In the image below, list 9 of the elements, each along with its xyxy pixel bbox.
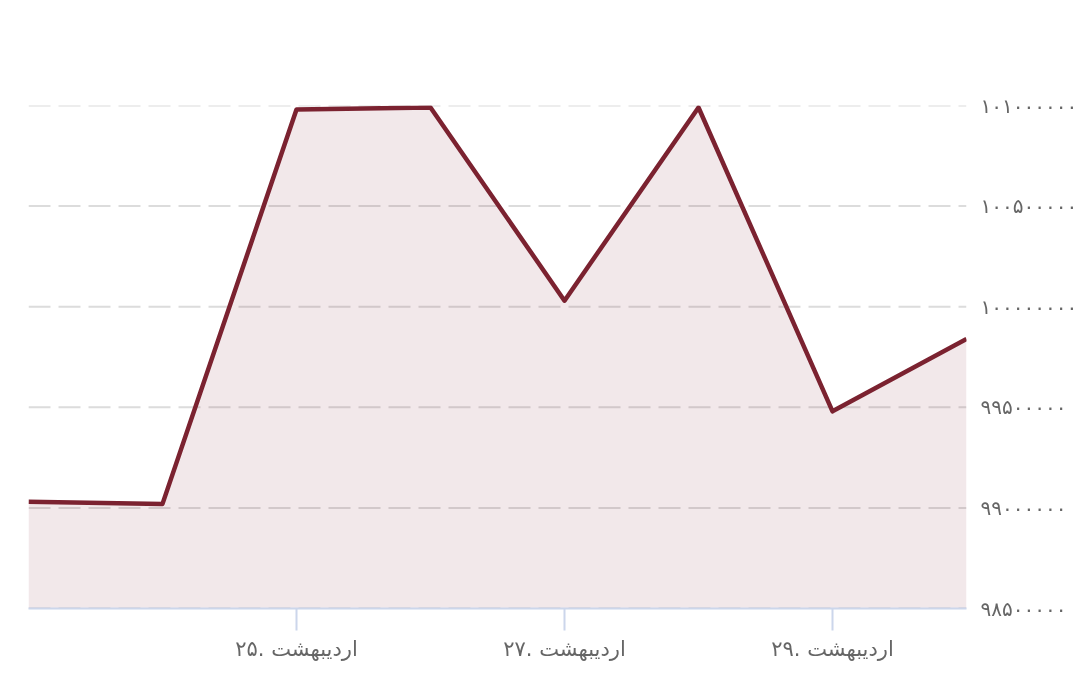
x-tick-label: اردیبهشت .۲۹ — [771, 636, 894, 661]
y-tick-label: ۱۰۰۵۰۰۰۰۰ — [980, 194, 1078, 219]
y-tick-label: ۱۰۱۰۰۰۰۰۰ — [980, 93, 1078, 118]
y-tick-label: ۹۹۰۰۰۰۰۰ — [980, 495, 1067, 520]
y-tick-label: ۹۸۵۰۰۰۰۰ — [980, 596, 1067, 621]
x-tick-label: اردیبهشت .۲۷ — [503, 636, 626, 661]
x-tick-label: اردیبهشت .۲۵ — [235, 636, 358, 661]
y-tick-label: ۹۹۵۰۰۰۰۰ — [980, 395, 1067, 420]
y-tick-label: ۱۰۰۰۰۰۰۰۰ — [980, 294, 1078, 319]
